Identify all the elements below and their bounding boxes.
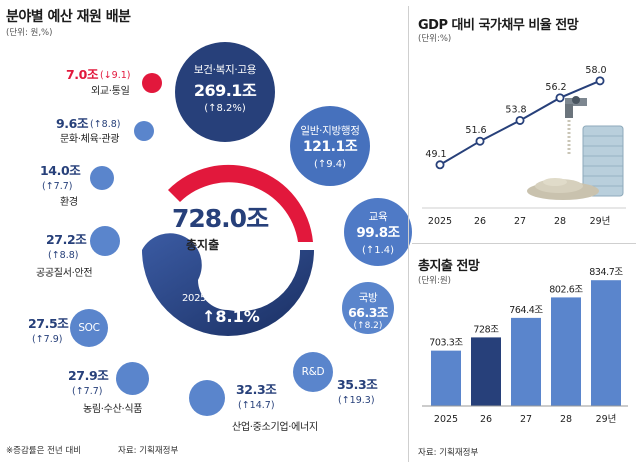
bar-value-label-0: 703.3조 — [429, 338, 463, 349]
line-point-4 — [595, 76, 605, 86]
bar-value-label-4: 834.7조 — [589, 267, 623, 278]
bubble-health-welfare — [175, 42, 275, 142]
environment-value: 14.0조 — [40, 163, 81, 178]
line-point-2 — [515, 115, 525, 125]
bubble-health-welfare-name: 보건·복지·고용 — [193, 64, 257, 76]
bar-chart-title: 총지출 전망 — [418, 259, 480, 274]
line-chart: 49.1 2025 51.6 26 53.8 27 56.2 28 58.0 29년 — [422, 65, 626, 227]
bubble-defense-value: 66.3조 — [348, 305, 388, 320]
line-value-label-2: 53.8 — [505, 104, 526, 115]
line-point-3 — [555, 93, 565, 103]
line-x-tick-3: 28 — [554, 216, 566, 227]
bubble-agriculture — [116, 362, 149, 395]
bar-3 — [551, 297, 581, 406]
public-order-value: 27.2조 — [46, 232, 87, 247]
bar-2 — [511, 317, 541, 406]
line-x-tick-1: 26 — [474, 216, 486, 227]
bar-x-tick-4: 29년 — [596, 414, 617, 425]
agriculture-name: 농림·수산·식품 — [83, 404, 143, 415]
left-footnote: ※증감률은 전년 대비 — [6, 446, 82, 456]
bar-4 — [591, 280, 621, 406]
bubble-industry — [189, 380, 225, 416]
navy-swirl — [142, 233, 314, 336]
bubble-defense — [342, 282, 394, 334]
culture-value: 9.6조 — [56, 116, 89, 131]
total-emblem — [136, 158, 320, 342]
industry-change: (↑14.7) — [238, 400, 275, 411]
growth-label: 2025년 본예산 대비 — [182, 293, 266, 304]
bar-chart: 703.3조 2025 728조 26 764.4조 27 802.6조 28 834.7조 29… — [422, 267, 628, 425]
soc-value: 27.5조 — [28, 316, 69, 331]
bubble-environment — [90, 166, 114, 190]
bar-x-tick-1: 26 — [480, 414, 492, 425]
line-value-label-0: 49.1 — [425, 149, 446, 160]
line-x-tick-0: 2025 — [428, 216, 452, 227]
industry-value: 32.3조 — [236, 382, 277, 397]
bar-value-label-1: 728조 — [473, 324, 499, 335]
total-label: 총지출 — [186, 238, 220, 252]
bubble-general-admin — [290, 106, 370, 186]
growth-value: ↑8.1% — [202, 307, 260, 326]
faucet-coins-illustration — [527, 96, 624, 200]
line-x-tick-2: 27 — [514, 216, 526, 227]
bar-x-tick-3: 28 — [560, 414, 572, 425]
agriculture-change: (↑7.7) — [72, 386, 103, 397]
bubble-health-welfare-change: (↑8.2%) — [204, 103, 246, 114]
bar-chart-source: 자료: 기획재정부 — [418, 448, 479, 458]
line-value-label-3: 56.2 — [545, 82, 566, 93]
bubble-general-admin-change: (↑9.4) — [313, 159, 347, 170]
bar-x-tick-2: 27 — [520, 414, 532, 425]
bubble-foreign-affairs — [142, 73, 162, 93]
foreign-affairs-name: 외교·통일 — [91, 86, 130, 97]
bubble-education-change: (↑1.4) — [361, 245, 395, 256]
foreign-affairs-change: (↓9.1) — [100, 70, 131, 81]
line-point-1 — [475, 136, 485, 146]
agriculture-value: 27.9조 — [68, 368, 109, 383]
left-unit: (단위: 원,%) — [6, 28, 53, 38]
industry-name: 산업·중소기업·에너지 — [232, 422, 318, 433]
bar-x-tick-0: 2025 — [434, 414, 458, 425]
bubble-general-admin-value: 121.1조 — [302, 139, 358, 155]
foreign-affairs-value: 7.0조 — [66, 67, 99, 82]
public-order-name: 공공질서·안전 — [36, 268, 93, 279]
bubble-general-admin-name: 일반·지방행정 — [300, 125, 360, 137]
bar-chart-unit: (단위:원) — [418, 276, 451, 286]
environment-change: (↑7.7) — [42, 181, 73, 192]
bubble-defense-change: (↑8.2) — [353, 321, 383, 331]
total-value: 728.0조 — [172, 204, 269, 233]
line-value-label-1: 51.6 — [465, 125, 486, 136]
bar-value-label-3: 802.6조 — [549, 284, 583, 295]
soc-change: (↑7.9) — [32, 334, 63, 345]
rnd-value: 35.3조 — [337, 377, 378, 392]
bar-0 — [431, 350, 461, 406]
bubble-rnd-name: R&D — [301, 366, 325, 378]
left-title: 분야별 예산 재원 배분 — [6, 9, 131, 25]
line-point-0 — [435, 160, 445, 170]
culture-name: 문화·체육·관광 — [60, 134, 120, 145]
line-value-label-4: 58.0 — [585, 65, 606, 76]
rnd-change: (↑19.3) — [338, 395, 375, 406]
line-chart-unit: (단위:%) — [418, 34, 452, 44]
bubble-education — [344, 198, 412, 266]
bubble-rnd — [293, 352, 333, 392]
red-arc — [168, 164, 313, 242]
bubble-public-order — [90, 226, 120, 256]
line-x-tick-4: 29년 — [590, 216, 611, 227]
line-chart-title: GDP 대비 국가채무 비율 전망 — [418, 18, 579, 33]
bubble-defense-name: 국방 — [358, 292, 378, 304]
bubble-health-welfare-value: 269.1조 — [193, 81, 257, 100]
bar-value-label-2: 764.4조 — [509, 305, 543, 316]
bubble-culture — [134, 121, 154, 141]
environment-name: 환경 — [60, 197, 78, 208]
bubble-soc-name: SOC — [78, 322, 100, 334]
left-source: 자료: 기획재정부 — [118, 446, 179, 456]
public-order-change: (↑8.8) — [48, 250, 79, 261]
right-divider — [412, 243, 636, 244]
bubble-soc — [70, 309, 108, 347]
bar-1 — [471, 337, 501, 406]
culture-change: (↑8.8) — [90, 119, 121, 130]
bubble-education-name: 교육 — [368, 211, 388, 223]
bubble-education-value: 99.8조 — [356, 225, 400, 241]
panel-divider — [408, 6, 409, 462]
